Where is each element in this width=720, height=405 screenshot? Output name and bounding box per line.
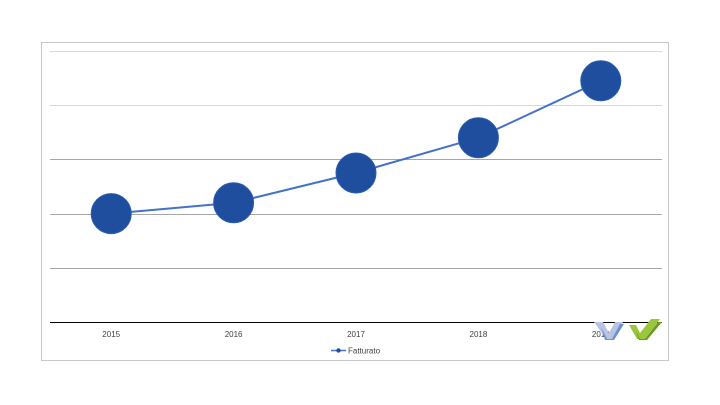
legend-swatch-marker [336, 348, 341, 353]
legend[interactable]: Fatturato [331, 347, 381, 356]
x-tick-labels: 2015 2016 2017 2018 2019 [102, 330, 610, 339]
x-tick-label: 2018 [470, 330, 488, 339]
wv-logo [594, 319, 662, 340]
x-tick-label: 2015 [102, 330, 120, 339]
series-line-fatturato [111, 79, 602, 215]
data-point-marker[interactable] [457, 117, 499, 159]
x-tick-label: 2019 [592, 330, 610, 339]
legend-label-fatturato: Fatturato [348, 347, 381, 356]
x-tick-label: 2016 [225, 330, 243, 339]
line-chart: 2015 2016 2017 2018 2019 Fatturato [50, 51, 662, 356]
chart-area: 2015 2016 2017 2018 2019 Fatturato [41, 42, 669, 361]
series-markers [90, 60, 622, 235]
data-point-marker[interactable] [335, 152, 377, 194]
data-point-marker[interactable] [580, 60, 622, 102]
data-point-marker[interactable] [90, 193, 132, 235]
data-point-marker[interactable] [213, 182, 255, 224]
x-tick-label: 2017 [347, 330, 365, 339]
